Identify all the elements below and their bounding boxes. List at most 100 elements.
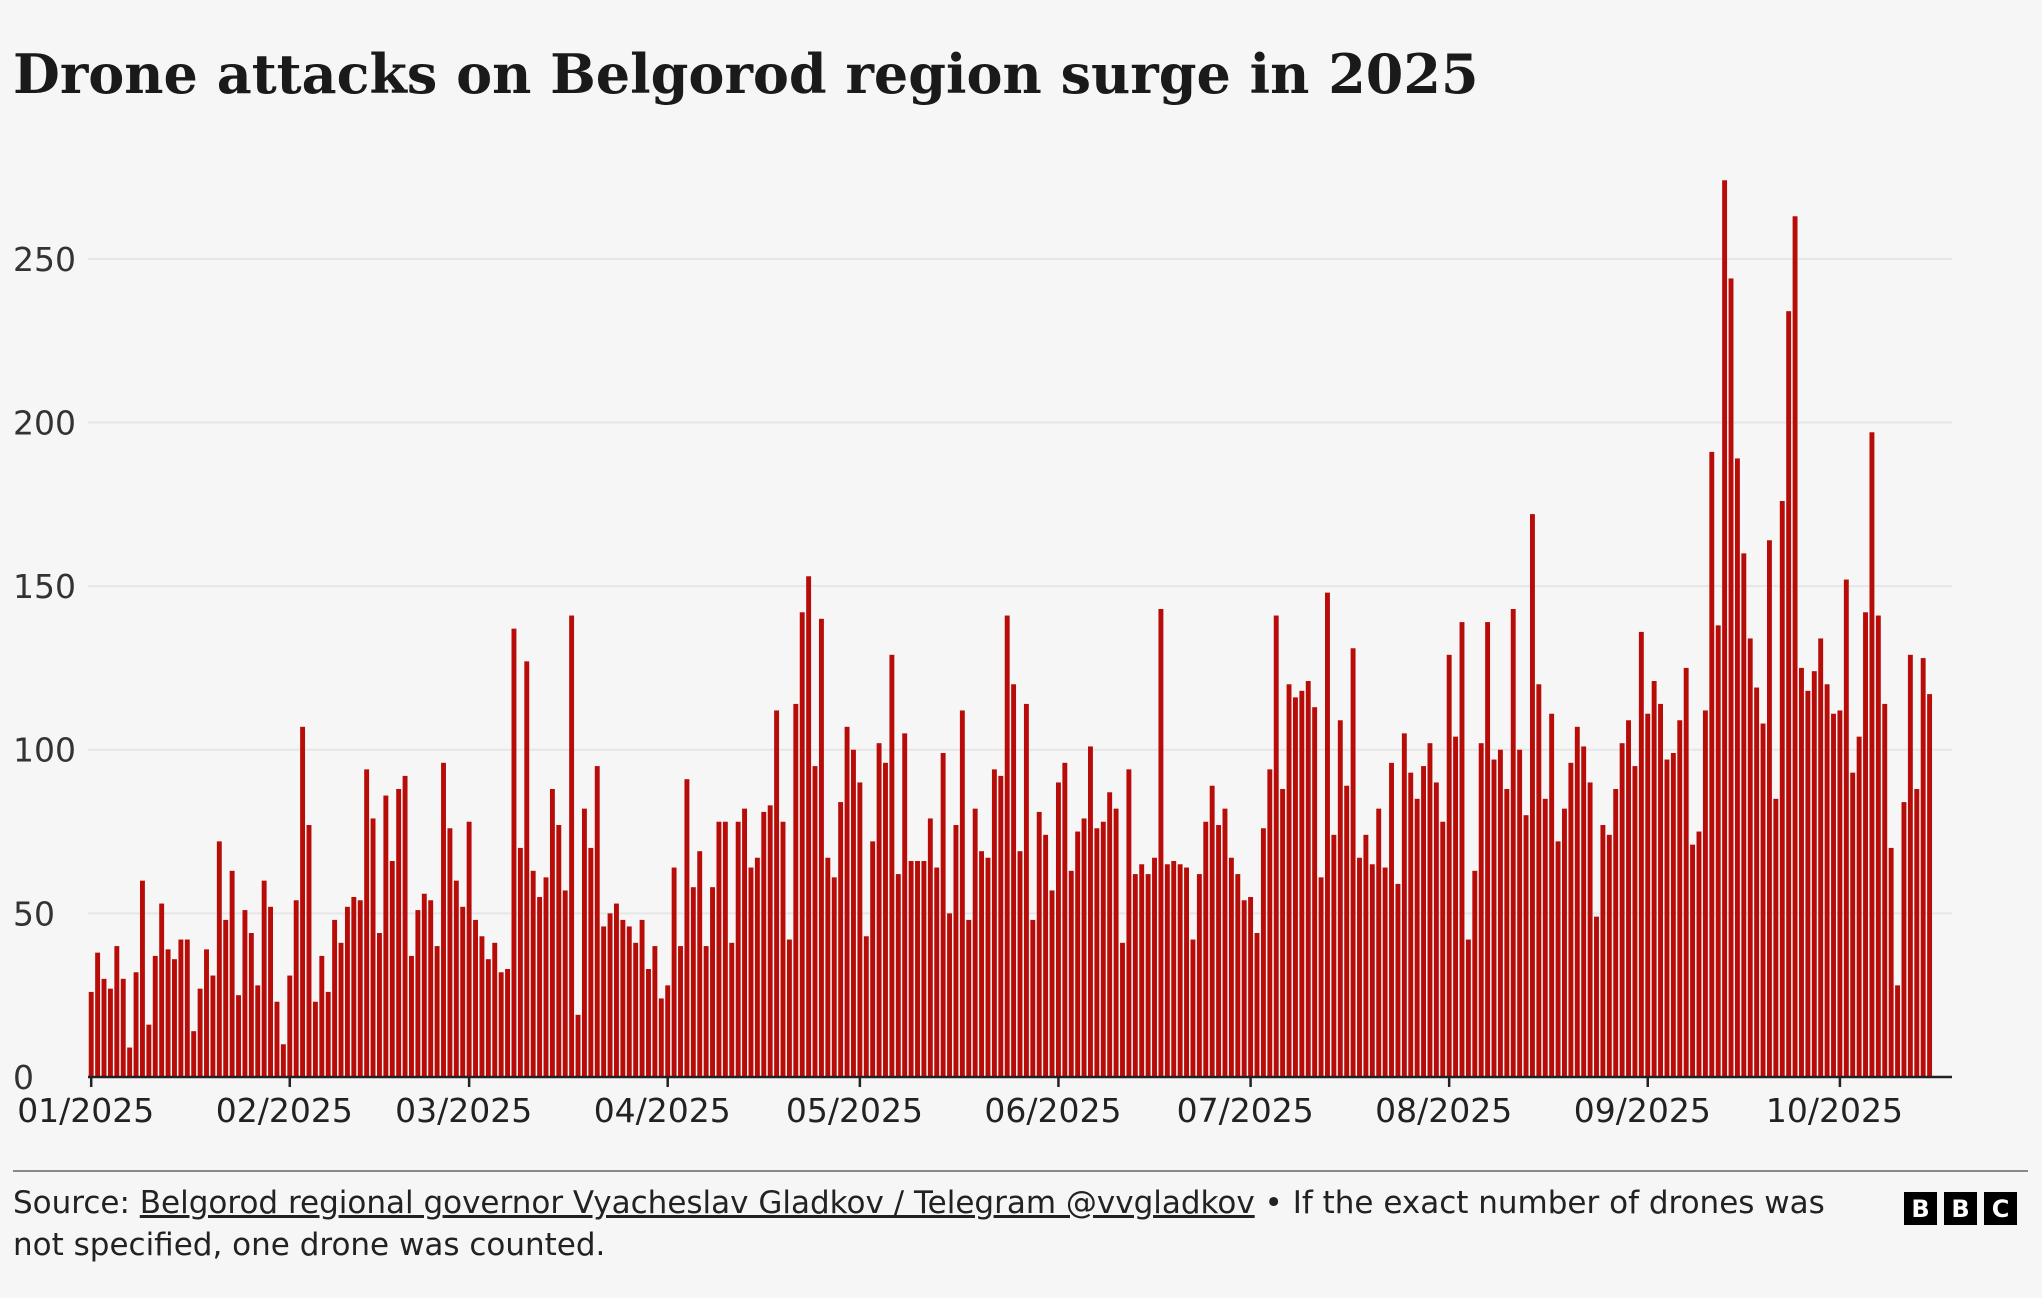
bar <box>1177 864 1183 1077</box>
bar <box>1043 834 1049 1077</box>
bar <box>1280 789 1286 1077</box>
bar <box>1401 733 1407 1077</box>
bar <box>1651 681 1657 1077</box>
bar <box>95 952 101 1077</box>
bar <box>581 808 587 1077</box>
bar <box>1754 687 1760 1077</box>
y-tick-label: 100 <box>13 731 76 770</box>
bar <box>1139 864 1145 1077</box>
bar <box>1254 933 1260 1077</box>
bar <box>1696 831 1702 1077</box>
bar <box>1574 726 1580 1077</box>
bar <box>1203 821 1209 1077</box>
bar <box>748 867 754 1077</box>
bar <box>985 857 991 1077</box>
bar <box>1318 877 1324 1077</box>
bar <box>1606 834 1612 1077</box>
bar <box>915 861 920 1077</box>
bar <box>1613 789 1619 1077</box>
bar <box>223 919 229 1077</box>
bar <box>1914 789 1920 1077</box>
bar <box>812 766 818 1077</box>
x-tick-label: 10/2025 <box>1766 1091 1903 1130</box>
bar <box>460 906 466 1077</box>
bar <box>530 870 536 1077</box>
bar <box>229 870 235 1077</box>
bar <box>447 828 453 1077</box>
bar <box>1728 278 1734 1077</box>
bar <box>421 893 427 1077</box>
source-note-text: • If the exact number of drones was not … <box>13 1185 1825 1263</box>
bar <box>1152 857 1157 1077</box>
bar <box>927 818 933 1077</box>
bar <box>357 900 363 1077</box>
bar <box>786 939 792 1077</box>
bar <box>1081 818 1087 1077</box>
bar <box>1549 713 1555 1077</box>
chart-title: Drone attacks on Belgorod region surge i… <box>13 42 1479 106</box>
bar <box>1350 648 1356 1077</box>
x-axis-labels: 01/2025 02/2025 03/2025 04/2025 05/2025 06/20… <box>17 1077 1903 1130</box>
x-tick-label: 07/2025 <box>1177 1091 1314 1130</box>
footer-divider <box>13 1170 2028 1172</box>
bar <box>1427 743 1433 1077</box>
bar <box>139 880 145 1077</box>
bar <box>979 851 985 1077</box>
bar <box>646 969 651 1077</box>
bar <box>876 743 882 1077</box>
bar <box>684 779 690 1077</box>
bar <box>402 775 408 1077</box>
bar <box>780 821 786 1077</box>
bar <box>396 789 402 1077</box>
bar <box>1907 654 1913 1077</box>
bar <box>1273 615 1279 1077</box>
bar <box>793 703 799 1077</box>
bar <box>678 946 683 1077</box>
y-tick-label: 250 <box>13 240 76 279</box>
source-link[interactable]: Belgorod regional governor Vyacheslav Gl… <box>139 1185 1255 1221</box>
bar <box>1440 821 1446 1077</box>
bar <box>908 861 914 1077</box>
bar <box>1325 592 1330 1077</box>
bar <box>697 851 703 1077</box>
bar <box>851 749 856 1077</box>
bar <box>1113 808 1119 1077</box>
x-tick-label: 09/2025 <box>1574 1091 1711 1130</box>
bar <box>415 910 421 1077</box>
bar <box>1184 867 1189 1077</box>
bar <box>1587 782 1593 1077</box>
bar <box>1638 631 1644 1077</box>
bar <box>1843 579 1849 1077</box>
bar <box>332 919 338 1077</box>
y-tick-label: 0 <box>13 1058 34 1097</box>
bar <box>1626 720 1631 1077</box>
bar <box>1709 451 1715 1077</box>
bar <box>844 726 850 1077</box>
bar <box>1510 609 1516 1077</box>
bar <box>107 988 113 1077</box>
bar <box>1357 857 1362 1077</box>
bar <box>1376 808 1382 1077</box>
bar <box>883 762 888 1077</box>
bar <box>1408 772 1414 1077</box>
bar <box>1088 746 1093 1077</box>
bar <box>1581 746 1587 1077</box>
bar <box>959 710 965 1077</box>
bar <box>671 867 677 1077</box>
bar <box>947 913 952 1077</box>
bar <box>1055 782 1061 1077</box>
bar <box>588 847 594 1077</box>
bar <box>1645 713 1651 1077</box>
bar <box>895 874 901 1077</box>
y-tick-label: 200 <box>13 403 76 442</box>
bar <box>1094 828 1100 1077</box>
bar <box>1062 762 1068 1077</box>
bar <box>1465 939 1471 1077</box>
bar <box>818 618 824 1077</box>
bar <box>1107 792 1113 1077</box>
bar <box>1382 867 1388 1077</box>
bar <box>902 733 908 1077</box>
bar <box>1863 612 1868 1077</box>
bar <box>1555 841 1561 1077</box>
bar <box>1145 874 1151 1077</box>
